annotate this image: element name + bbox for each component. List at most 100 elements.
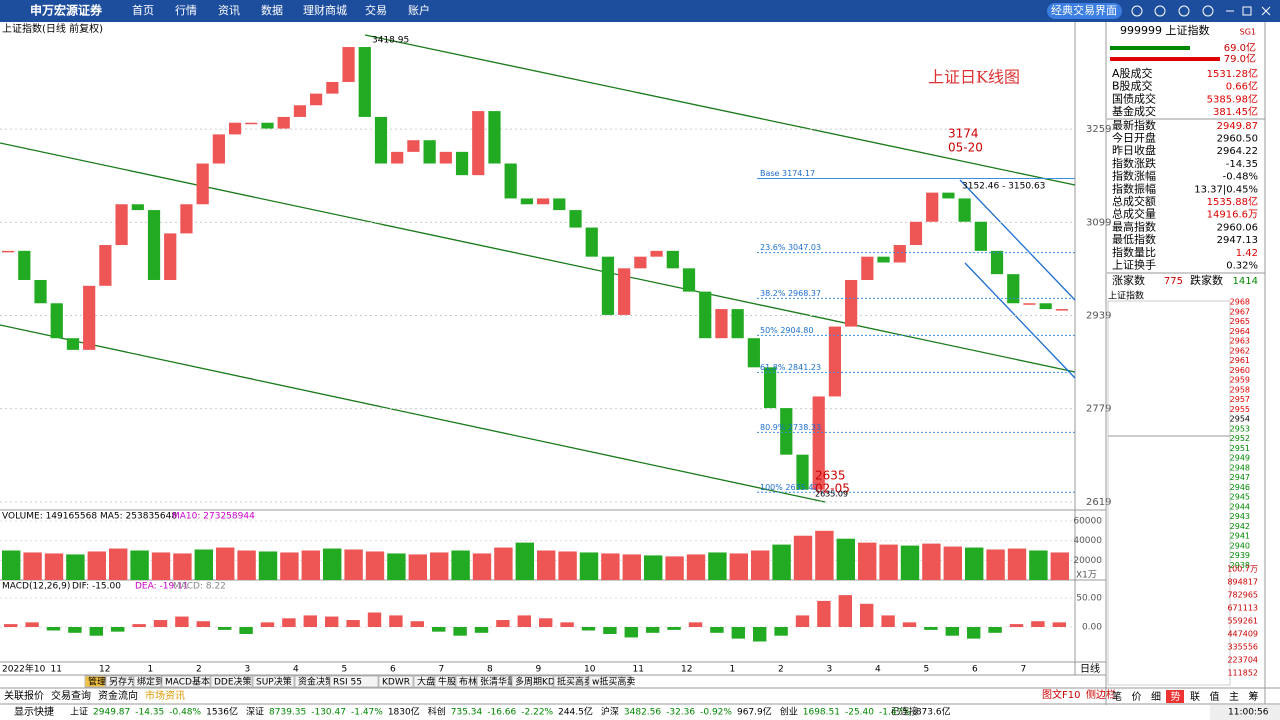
tab[interactable] xyxy=(434,675,456,688)
tab[interactable] xyxy=(133,675,162,688)
volume-bar xyxy=(579,552,599,580)
tab[interactable] xyxy=(511,675,554,688)
nav-item[interactable]: 交易 xyxy=(365,3,387,17)
classic-button[interactable] xyxy=(1047,3,1122,19)
tab[interactable] xyxy=(455,675,477,688)
volume-bar xyxy=(558,551,577,580)
macd-bar xyxy=(153,620,168,627)
tab-label[interactable]: 布林 xyxy=(459,676,477,688)
candle xyxy=(520,198,533,205)
tab-label[interactable]: DDE决策 xyxy=(214,676,252,688)
candle xyxy=(585,227,598,257)
tab[interactable] xyxy=(476,675,512,688)
sidebar-label[interactable]: 侧边栏 xyxy=(1086,688,1116,701)
shortcut[interactable]: 显示快捷 xyxy=(14,705,54,718)
tab[interactable] xyxy=(553,675,589,688)
bottom-button[interactable]: 市场资讯 xyxy=(145,689,185,702)
range-label: 3152.46 - 3150.63 xyxy=(962,182,1045,192)
tab-label[interactable]: 抵买高卖 xyxy=(557,676,593,688)
tab-label[interactable]: 张清华量 xyxy=(480,676,516,688)
tab-label[interactable]: 管理 xyxy=(88,676,106,688)
quote-tab[interactable]: 筹 xyxy=(1249,690,1259,703)
y-tick-label: 40000 xyxy=(1073,536,1102,546)
nav-item[interactable]: 数据 xyxy=(261,3,283,17)
status-pct: -2.22% xyxy=(521,708,553,718)
macd-bar xyxy=(688,622,703,627)
tab[interactable] xyxy=(252,675,295,688)
clock: 11:00:56 xyxy=(1228,708,1269,718)
status-price: 8739.35 xyxy=(269,708,306,718)
quote-tab[interactable]: 价 xyxy=(1132,691,1142,703)
status-amount: 873.6亿 xyxy=(916,706,951,718)
quote-tab[interactable]: 值 xyxy=(1210,690,1220,703)
volume-bar xyxy=(793,535,813,580)
nav-item[interactable]: 行情 xyxy=(175,4,197,17)
nav-item[interactable]: 首页 xyxy=(132,3,154,17)
quote-tab[interactable]: 主 xyxy=(1229,691,1239,703)
candle xyxy=(537,198,550,205)
tab[interactable] xyxy=(84,675,106,688)
tab-label[interactable]: 大盘 xyxy=(417,676,435,688)
macd-bar xyxy=(860,603,874,627)
nav-item[interactable]: 理财商城 xyxy=(303,3,347,17)
macd-bar xyxy=(175,616,189,627)
tab-label[interactable]: MACD基本 xyxy=(165,676,210,688)
tab[interactable] xyxy=(161,675,211,688)
quote-tab[interactable]: 势 xyxy=(1171,690,1181,703)
bottom-button[interactable]: 关联报价 xyxy=(4,689,44,702)
price-tick: 2960 xyxy=(1230,366,1250,375)
tab-label[interactable]: 资金决策 xyxy=(298,676,334,688)
candle xyxy=(310,93,323,106)
tab-label[interactable]: 多周期KD xyxy=(515,676,555,688)
f10-label[interactable]: 图文F10 xyxy=(1042,688,1080,701)
tab-label[interactable]: 另存为 xyxy=(109,676,136,688)
tab[interactable] xyxy=(413,675,435,688)
classic-button-label[interactable]: 经典交易界面 xyxy=(1051,3,1117,17)
y-tick-label: 20000 xyxy=(1073,556,1102,566)
price-tick: 2964 xyxy=(1230,327,1250,336)
tab[interactable] xyxy=(294,675,330,688)
candle xyxy=(845,279,858,327)
quote-tab[interactable]: 细 xyxy=(1151,690,1161,703)
tab[interactable] xyxy=(210,675,253,688)
date-label: 4 xyxy=(875,665,881,675)
period-label[interactable]: 日线 xyxy=(1080,662,1100,675)
sell-value: 79.0亿 xyxy=(1224,52,1256,65)
quote-label: 指数涨幅 xyxy=(1112,169,1156,183)
volume-bar xyxy=(622,554,641,580)
nav-item[interactable]: 资讯 xyxy=(218,4,240,17)
candle xyxy=(358,47,371,117)
tab[interactable] xyxy=(329,675,379,688)
tab-label[interactable]: KDWR xyxy=(382,678,410,688)
fib-label: 100% 2635.42 xyxy=(760,483,819,492)
bottom-button[interactable]: 交易查询 xyxy=(51,689,91,702)
tab[interactable] xyxy=(105,675,134,688)
up-label: 涨家数 xyxy=(1112,273,1145,287)
quote-tab[interactable]: 笔 xyxy=(1112,690,1122,703)
status-name: 上证 xyxy=(70,707,88,718)
low-value: 2635 xyxy=(815,469,846,483)
quote-label: 指数量比 xyxy=(1112,245,1156,259)
tab-label[interactable]: 绑定到 xyxy=(137,676,164,688)
tab-label[interactable]: SUP决策 xyxy=(256,676,292,688)
tab-label[interactable]: RSI 55 xyxy=(333,678,362,688)
candle xyxy=(504,163,517,199)
tab-label[interactable]: 牛股 xyxy=(438,676,456,688)
macd-bar xyxy=(474,627,489,633)
candle xyxy=(245,122,258,125)
date-label: 6 xyxy=(390,665,396,675)
tab[interactable] xyxy=(588,675,631,688)
tab[interactable] xyxy=(378,675,414,688)
quote-code: 999999 上证指数 xyxy=(1120,23,1210,37)
volume-bar xyxy=(472,553,492,580)
status-price: 3482.56 xyxy=(624,708,661,718)
volume-bar xyxy=(66,554,85,580)
tab-label[interactable]: w抵买高卖 xyxy=(592,676,635,688)
quote-tab[interactable]: 联 xyxy=(1190,691,1200,703)
status-name: 沪深 xyxy=(601,706,619,718)
price-tick: 2968 xyxy=(1230,298,1250,307)
volume-bar xyxy=(879,544,898,580)
nav-item[interactable]: 账户 xyxy=(408,3,430,17)
date-label: 2 xyxy=(196,665,202,675)
bottom-button[interactable]: 资金流向 xyxy=(98,689,138,702)
